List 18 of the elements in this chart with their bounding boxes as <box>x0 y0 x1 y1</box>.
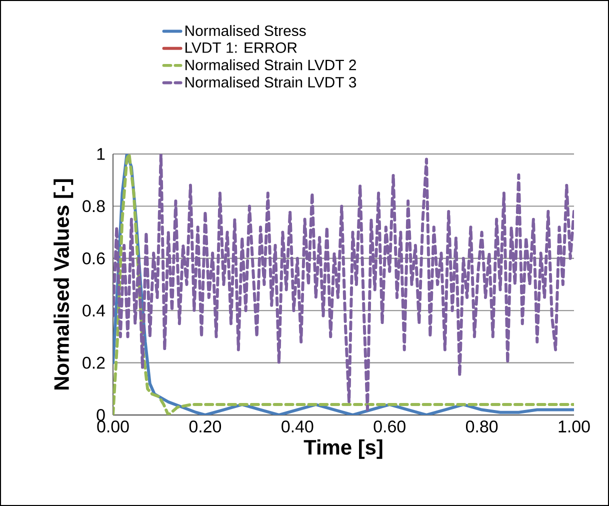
y-axis-title: Normalised Values [-] <box>54 179 74 390</box>
x-tick-label: 0.00 <box>97 420 129 432</box>
x-tick-label: 0.40 <box>282 420 314 432</box>
y-tick-label: 0 <box>96 408 105 421</box>
y-tick-label: 0.4 <box>82 304 106 317</box>
x-axis-title: Time [s] <box>304 439 382 459</box>
legend-label: Normalised Strain LVDT 2 <box>186 59 356 70</box>
legend-label: LVDT 1: ERROR <box>186 42 297 53</box>
legend-label: Normalised Stress <box>186 25 306 36</box>
y-tick-label: 0.8 <box>82 200 105 212</box>
x-tick-label: 1.00 <box>558 420 590 432</box>
x-tick-label: 0.20 <box>189 420 222 432</box>
y-tick-label: 0.2 <box>82 356 105 369</box>
legend-label: Normalised Strain LVDT 3 <box>186 76 356 88</box>
y-tick-label: 0.6 <box>82 252 105 264</box>
y-tick-label: 1 <box>97 148 105 160</box>
x-tick-label: 0.80 <box>466 420 498 432</box>
x-tick-label: 0.60 <box>374 420 406 432</box>
